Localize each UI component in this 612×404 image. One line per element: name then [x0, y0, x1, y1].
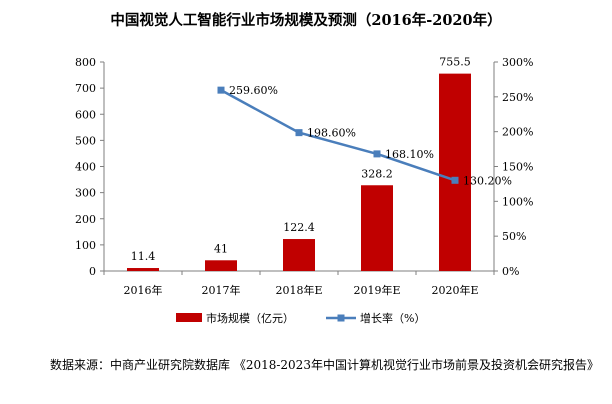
bar-value-label: 755.5: [439, 56, 471, 69]
x-tick-label: 2018年E: [275, 283, 322, 297]
right-tick-label: 250%: [502, 91, 533, 104]
left-tick-label: 0: [89, 265, 96, 278]
growth-point: [373, 150, 381, 158]
growth-line: [220, 89, 456, 182]
bar-value-label: 41: [214, 242, 228, 255]
x-tick-label: 2019年E: [353, 283, 400, 297]
right-tick-label: 300%: [502, 56, 533, 69]
growth-point: [217, 86, 225, 94]
growth-value-label: 168.10%: [385, 148, 434, 161]
bar: [361, 185, 393, 271]
right-tick-label: 150%: [502, 161, 533, 174]
left-tick-label: 300: [75, 187, 96, 200]
legend-bar-label: 市场规模（亿元）: [206, 311, 294, 325]
legend-line-label: 增长率（%）: [360, 311, 425, 325]
growth-value-label: 130.20%: [463, 174, 512, 187]
left-tick-label: 700: [75, 82, 96, 95]
right-tick-label: 50%: [502, 230, 526, 243]
left-tick-label: 500: [75, 134, 96, 147]
bar: [127, 268, 159, 271]
left-tick-label: 400: [75, 161, 96, 174]
x-tick-label: 2016年: [124, 283, 163, 297]
left-tick-label: 200: [75, 213, 96, 226]
x-tick-label: 2020年E: [431, 283, 478, 297]
growth-value-label: 198.60%: [307, 127, 356, 140]
chart-title: 中国视觉人工智能行业市场规模及预测（2016年-2020年）: [110, 12, 502, 29]
bar-value-label: 11.4: [131, 250, 156, 263]
x-tick-label: 2017年: [202, 283, 241, 297]
right-tick-label: 0%: [502, 265, 519, 278]
left-tick-label: 600: [75, 108, 96, 121]
legend-line-marker: [337, 314, 345, 322]
left-tick-label: 800: [75, 56, 96, 69]
left-tick-label: 100: [75, 239, 96, 252]
bar-value-label: 122.4: [283, 221, 315, 234]
bar: [283, 239, 315, 271]
bar: [439, 73, 471, 271]
growth-value-label: 259.60%: [229, 84, 278, 97]
right-tick-label: 100%: [502, 195, 533, 208]
source-note: 数据来源：中商产业研究院数据库 《2018-2023年中国计算机视觉行业市场前景…: [50, 358, 599, 372]
growth-point: [451, 176, 459, 184]
bar-value-label: 328.2: [361, 167, 393, 180]
bar: [205, 260, 237, 271]
right-tick-label: 200%: [502, 126, 533, 139]
growth-point: [295, 129, 303, 137]
legend-bar-swatch: [176, 313, 202, 322]
